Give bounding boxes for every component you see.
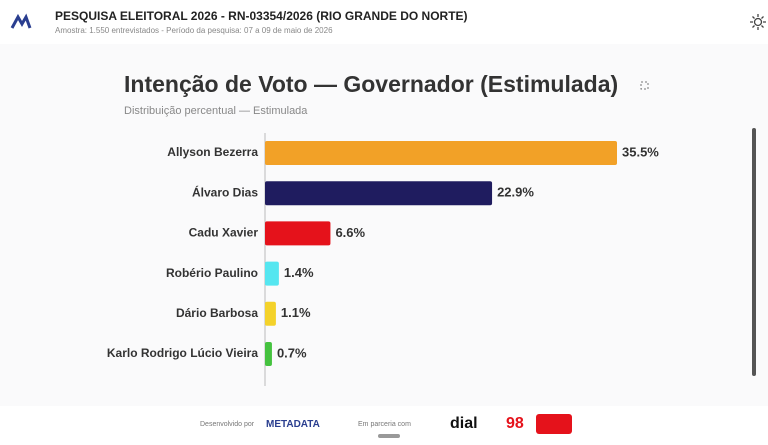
developed-by: Desenvolvido por bbox=[200, 421, 255, 428]
category-label: Álvaro Dias bbox=[192, 184, 258, 199]
value-label: 0.7% bbox=[277, 345, 307, 360]
partner-logo-2: 98 bbox=[506, 415, 524, 432]
bar bbox=[265, 301, 276, 326]
bar bbox=[265, 221, 331, 246]
value-label: 22.9% bbox=[497, 185, 534, 200]
theme-toggle[interactable] bbox=[748, 12, 768, 32]
category-label: Robério Paulino bbox=[166, 266, 258, 280]
partner: Em parceria com bbox=[358, 421, 411, 428]
page-title: PESQUISA ELEITORAL 2026 - RN-03354/2026 … bbox=[55, 9, 468, 23]
brand: METADATA bbox=[266, 419, 320, 430]
chart: Intenção de Voto — Governador (Estimulad… bbox=[0, 44, 768, 406]
expand-icon[interactable] bbox=[640, 81, 649, 90]
value-label: 1.1% bbox=[281, 305, 311, 320]
jp-logo bbox=[536, 414, 572, 434]
page-subtitle: Amostra: 1.550 entrevistados - Período d… bbox=[55, 26, 333, 35]
footer: Desenvolvido por METADATA Em parceria co… bbox=[0, 406, 768, 445]
chart-card bbox=[0, 44, 768, 406]
category-label: Karlo Rodrigo Lúcio Vieira bbox=[107, 346, 258, 360]
bar bbox=[265, 342, 272, 366]
scrollbar[interactable] bbox=[752, 128, 756, 376]
value-label: 1.4% bbox=[284, 265, 314, 280]
bar bbox=[265, 141, 617, 165]
chart-title: Intenção de Voto — Governador (Estimulad… bbox=[124, 71, 618, 97]
value-label: 6.6% bbox=[335, 225, 365, 240]
category-label: Dário Barbosa bbox=[176, 306, 258, 320]
partner-logo: dial bbox=[450, 415, 478, 432]
bar bbox=[265, 181, 493, 206]
scroll-handle[interactable] bbox=[378, 434, 400, 438]
header: PESQUISA ELEITORAL 2026 - RN-03354/2026 … bbox=[0, 0, 768, 45]
category-label: Allyson Bezerra bbox=[167, 145, 258, 159]
bar bbox=[265, 261, 279, 286]
logo bbox=[10, 13, 32, 29]
category-label: Cadu Xavier bbox=[189, 226, 259, 240]
chart-subtitle: Distribuição percentual — Estimulada bbox=[124, 105, 308, 117]
value-label: 35.5% bbox=[622, 144, 659, 159]
